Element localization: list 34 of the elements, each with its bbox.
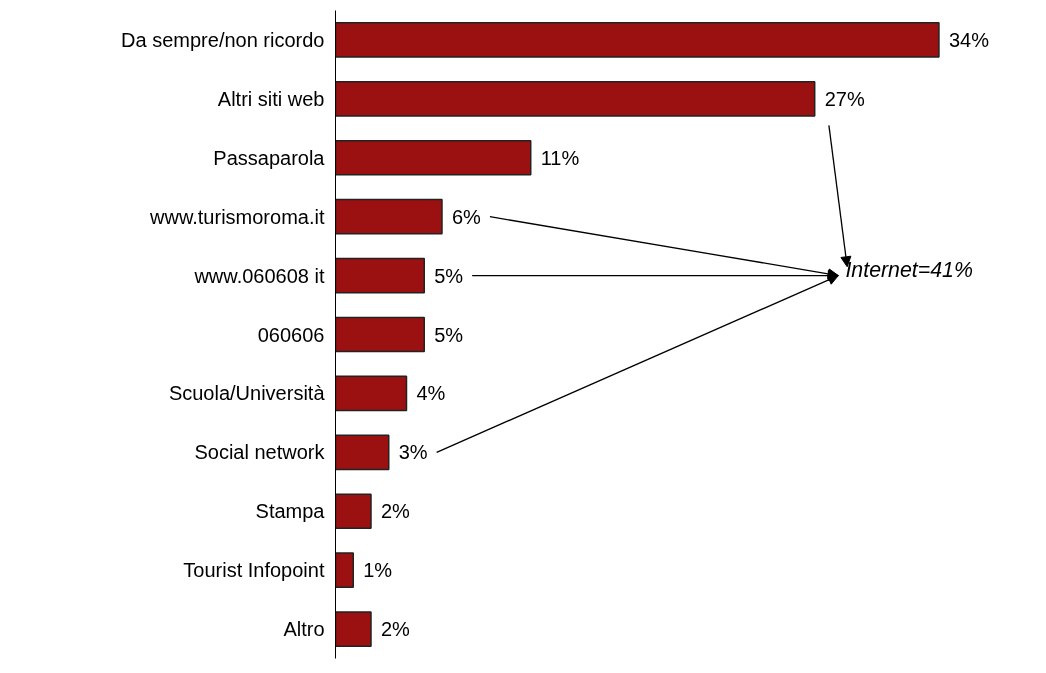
y-tick-label: 060606 (257, 323, 325, 346)
y-tick-label: www.060608 it (193, 264, 325, 287)
data-label: 6% (451, 205, 482, 228)
bar (335, 198, 443, 235)
y-tick-label: www.turismoroma.it (149, 205, 325, 228)
y-tick-label: Tourist Infopoint (183, 559, 325, 582)
data-label: 34% (948, 28, 990, 51)
bar (335, 257, 425, 294)
data-label: 2% (381, 618, 411, 641)
y-tick-label: Social network (194, 441, 326, 464)
data-label: 1% (363, 559, 393, 582)
bar (335, 375, 408, 412)
data-label: 3% (398, 441, 428, 464)
data-label: 5% (434, 323, 464, 346)
bar (335, 493, 372, 530)
data-label: 4% (416, 382, 446, 405)
y-tick-label: Da sempre/non ricordo (121, 28, 325, 51)
bar (335, 81, 816, 117)
bar (335, 552, 354, 588)
data-label: 5% (434, 264, 464, 287)
y-tick-label: Altro (283, 618, 325, 641)
bar (335, 611, 372, 647)
data-label: 11% (540, 146, 580, 169)
y-tick-label: Stampa (255, 500, 326, 523)
bar (335, 22, 940, 58)
y-tick-label: Altri siti web (217, 87, 325, 110)
bar (335, 434, 390, 471)
annotation: Internet=41% (845, 257, 973, 282)
data-label: 2% (381, 500, 411, 523)
data-label: 27% (824, 87, 865, 110)
y-tick-label: Scuola/Università (168, 382, 326, 405)
bar (335, 316, 425, 353)
y-tick-label: Passaparola (213, 146, 326, 169)
bar (335, 139, 532, 176)
